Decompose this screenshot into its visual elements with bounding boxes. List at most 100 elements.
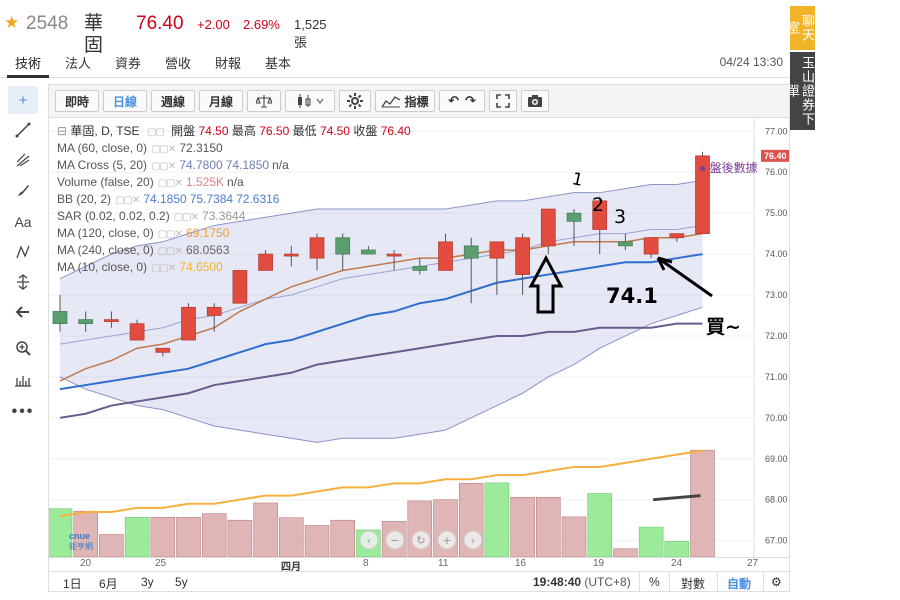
- tab-margin[interactable]: 資券: [115, 56, 142, 71]
- scroll-left-icon[interactable]: [359, 530, 379, 550]
- symbol-label: 華固, D, TSE: [70, 124, 140, 138]
- divider: [717, 572, 718, 592]
- crosshair-icon[interactable]: +: [8, 86, 38, 114]
- ruler-icon[interactable]: [8, 366, 38, 394]
- range-1d-button[interactable]: 1日: [63, 577, 82, 591]
- chat-room-tab[interactable]: 聊天室: [785, 6, 815, 50]
- quote-datetime: 04/24 13:30: [719, 55, 783, 69]
- zoom-in-glyph: +: [442, 534, 451, 547]
- zoom-in-icon[interactable]: [437, 530, 457, 550]
- ma10-line: [59, 232, 703, 382]
- gear-icon: [347, 93, 363, 109]
- percent-scale-toggle[interactable]: %: [649, 575, 660, 589]
- indicator-controls-icon[interactable]: ▢▢✕: [151, 263, 176, 274]
- close-label: 收盤: [353, 124, 378, 138]
- after-hours-link[interactable]: ● 盤後數據: [699, 161, 758, 175]
- tab-technical[interactable]: 技術: [15, 56, 42, 71]
- text-tool-icon[interactable]: Aa: [14, 214, 32, 230]
- annotation-number-2: 2: [592, 194, 605, 216]
- range-3y-button[interactable]: 3y: [141, 575, 154, 589]
- indicator-controls-icon[interactable]: ▢▢✕: [173, 212, 199, 223]
- indicator-row[interactable]: Volume (false, 20) ▢▢✕ 1.525K n/a: [57, 174, 247, 190]
- indicator-value: 74.1850: [143, 192, 187, 206]
- divider: [639, 572, 640, 592]
- scroll-right-icon[interactable]: [463, 530, 483, 550]
- price-change-pct: 2.69%: [243, 17, 280, 32]
- measure-tool-icon[interactable]: [8, 268, 38, 296]
- auto-scale-toggle[interactable]: 自動: [727, 577, 752, 591]
- chart-type-button[interactable]: [285, 90, 335, 112]
- x-axis-label: 25: [155, 558, 167, 569]
- fork-tool-icon[interactable]: [8, 146, 38, 174]
- brush-icon[interactable]: [8, 176, 38, 204]
- range-5y-button[interactable]: 5y: [175, 575, 188, 589]
- indicator-row[interactable]: BB (20, 2) ▢▢✕ 74.1850 75.7384 72.6316: [57, 191, 282, 207]
- volume-bar: [587, 493, 612, 557]
- price-chart[interactable]: 77.00 76.00 75.00 74.00 73.00 72.00 71.00 70.00…: [49, 119, 789, 557]
- range-6m-button[interactable]: 6月: [99, 577, 118, 591]
- bollinger-mid-line: [59, 224, 703, 345]
- indicator-name: MA Cross (5, 20): [57, 158, 148, 172]
- trendline-icon[interactable]: [8, 116, 38, 144]
- settings-button[interactable]: [339, 90, 371, 112]
- indicator-row[interactable]: MA Cross (5, 20) ▢▢✕ 74.7800 74.1850 n/a: [57, 157, 292, 173]
- indicator-controls-icon[interactable]: ▢▢✕: [115, 195, 140, 206]
- zoom-out-icon[interactable]: [385, 530, 405, 550]
- indicator-controls-icon[interactable]: ▢▢✕: [157, 178, 183, 189]
- indicator-controls-icon[interactable]: ▢▢✕: [157, 229, 183, 240]
- chart-settings-icon[interactable]: ⚙: [771, 575, 782, 589]
- chart-panel: 即時 日線 週線 月線 指標 ↶ ↷ 77.00 76.00 75.00 74.00 7…: [48, 84, 790, 592]
- undo-icon[interactable]: ↶: [448, 93, 459, 108]
- fullscreen-button[interactable]: [489, 90, 517, 112]
- indicator-row[interactable]: MA (120, close, 0) ▢▢✕ 69.1750: [57, 225, 232, 241]
- indicator-controls-icon[interactable]: ▢▢✕: [157, 246, 183, 257]
- indicators-button[interactable]: 指標: [375, 90, 435, 112]
- zoom-icon[interactable]: [8, 334, 38, 362]
- log-scale-toggle[interactable]: 對數: [681, 577, 706, 591]
- tab-revenue[interactable]: 營收: [165, 56, 192, 71]
- high-value: 76.50: [259, 124, 290, 138]
- collapse-icon[interactable]: ⊟: [57, 124, 68, 138]
- indicator-value: n/a: [272, 158, 289, 172]
- tab-basic[interactable]: 基本: [265, 56, 292, 71]
- indicator-row[interactable]: MA (240, close, 0) ▢▢✕ 68.0563: [57, 242, 232, 258]
- broker-order-tab[interactable]: 玉山證券下單: [785, 52, 815, 130]
- price-tick-label: 68.00: [765, 495, 788, 505]
- chart-area[interactable]: 77.00 76.00 75.00 74.00 73.00 72.00 71.00 70.00…: [49, 119, 789, 557]
- favorite-star-icon[interactable]: ★: [4, 13, 20, 32]
- candle-body: [540, 208, 556, 247]
- back-arrow-icon[interactable]: [8, 298, 38, 326]
- indicator-controls-icon[interactable]: ▢▢✕: [151, 161, 176, 172]
- main-tabs: 技術 法人 資券 營收 財報 基本 04/24 13:30: [0, 50, 790, 78]
- indicator-row[interactable]: MA (60, close, 0) ▢▢✕ 72.3150: [57, 140, 226, 156]
- candle-body: [309, 237, 325, 259]
- legend-controls-icon[interactable]: ▢▢: [146, 127, 165, 138]
- divider: [763, 572, 764, 592]
- x-axis-label: 19: [593, 558, 605, 569]
- candlestick-icon: [298, 94, 324, 108]
- redo-icon[interactable]: ↷: [465, 93, 476, 108]
- indicator-value: 72.3150: [179, 141, 223, 155]
- interval-weekly-button[interactable]: 週線: [151, 90, 195, 112]
- indicator-row[interactable]: MA (10, close, 0) ▢▢✕ 74.6500: [57, 259, 226, 275]
- indicator-controls-icon[interactable]: ▢▢✕: [151, 144, 176, 155]
- x-axis: 20 25 四月 8 11 16 19 24 27: [49, 557, 789, 573]
- pattern-tool-icon[interactable]: [8, 238, 38, 266]
- tab-financials[interactable]: 財報: [215, 56, 242, 71]
- indicator-row[interactable]: SAR (0.02, 0.02, 0.2) ▢▢✕ 73.3644: [57, 208, 248, 224]
- x-axis-label: 8: [363, 558, 369, 569]
- candle-body: [515, 237, 530, 275]
- reset-icon[interactable]: [411, 530, 431, 550]
- volume-bar: [73, 510, 98, 557]
- snapshot-button[interactable]: [521, 90, 549, 112]
- active-tab-underline: [7, 75, 49, 78]
- candle-body: [643, 237, 659, 255]
- price-tick-label: 72.00: [765, 331, 788, 341]
- compare-scale-button[interactable]: [247, 90, 281, 112]
- interval-intraday-button[interactable]: 即時: [55, 90, 99, 112]
- more-icon[interactable]: •••: [11, 403, 35, 420]
- tab-institutional[interactable]: 法人: [65, 56, 92, 71]
- indicator-name: MA (10, close, 0): [57, 260, 148, 274]
- interval-daily-button[interactable]: 日線: [103, 90, 147, 112]
- interval-monthly-button[interactable]: 月線: [199, 90, 243, 112]
